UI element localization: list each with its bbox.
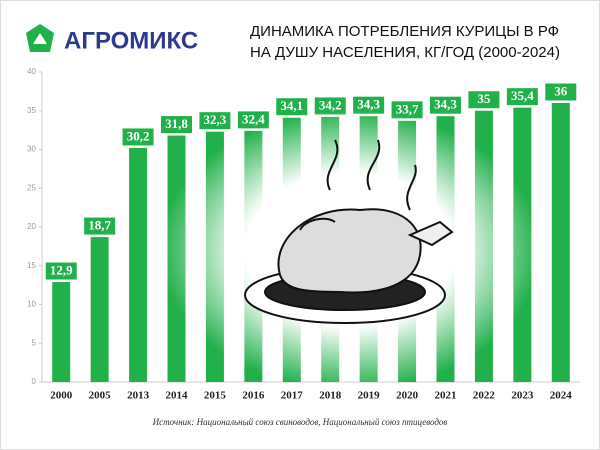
value-label: 35,4 xyxy=(511,88,534,103)
value-label: 34,3 xyxy=(357,97,380,112)
x-tick-label: 2013 xyxy=(127,390,150,402)
x-tick-label: 2017 xyxy=(281,390,304,402)
value-label-box xyxy=(236,110,270,130)
chart-title: ДИНАМИКА ПОТРЕБЛЕНИЯ КУРИЦЫ В РФ xyxy=(250,23,559,40)
value-label: 33,7 xyxy=(396,101,419,116)
bar xyxy=(129,147,148,382)
value-label-box xyxy=(198,111,232,131)
x-tick-label: 2023 xyxy=(511,390,534,402)
value-label-box xyxy=(544,82,578,102)
value-label: 34,1 xyxy=(280,98,303,113)
value-label: 18,7 xyxy=(88,218,111,233)
y-tick-label: 15 xyxy=(27,261,36,270)
y-tick-label: 10 xyxy=(27,300,36,309)
y-tick-label: 0 xyxy=(32,377,37,386)
y-tick-label: 30 xyxy=(27,145,36,154)
value-label: 12,9 xyxy=(50,263,73,278)
logo xyxy=(26,24,54,52)
x-tick-label: 2015 xyxy=(204,390,227,402)
y-tick-label: 20 xyxy=(27,222,36,231)
bar xyxy=(52,282,71,382)
x-tick-label: 2020 xyxy=(396,390,419,402)
y-tick-label: 25 xyxy=(27,183,36,192)
value-label: 32,4 xyxy=(242,111,265,126)
x-tick-label: 2014 xyxy=(166,390,189,402)
x-tick-label: 2022 xyxy=(473,390,496,402)
x-tick-label: 2016 xyxy=(242,390,265,402)
x-tick-label: 2005 xyxy=(89,390,112,402)
value-label-box xyxy=(429,95,462,115)
x-tick-label: 2021 xyxy=(435,390,457,402)
x-tick-label: 2018 xyxy=(319,390,342,402)
y-tick-label: 40 xyxy=(27,67,36,76)
value-label: 34,2 xyxy=(319,97,342,112)
x-tick-label: 2024 xyxy=(550,390,573,402)
value-label-box xyxy=(83,216,117,236)
y-tick-label: 35 xyxy=(27,106,36,115)
bar xyxy=(551,103,570,382)
brand: АГРОМИКС xyxy=(64,27,198,54)
value-label-box xyxy=(467,90,501,110)
source-note: Источник: Национальный союз свиноводов, … xyxy=(152,417,448,427)
value-label: 30,2 xyxy=(127,128,150,143)
value-label: 34,3 xyxy=(434,97,457,112)
value-label-box xyxy=(44,261,78,281)
x-tick-label: 2000 xyxy=(50,390,73,402)
value-label: 35 xyxy=(477,91,491,106)
chart-title: НА ДУШУ НАСЕЛЕНИЯ, КГ/ГОД (2000-2024) xyxy=(250,44,560,61)
bar xyxy=(90,237,109,382)
value-label-box xyxy=(121,127,155,147)
value-label: 32,3 xyxy=(204,112,227,127)
value-label-box xyxy=(160,115,193,135)
value-label: 36 xyxy=(554,83,568,98)
value-label-box xyxy=(275,97,309,117)
value-label-box xyxy=(505,87,539,107)
x-tick-label: 2019 xyxy=(358,390,381,402)
value-label: 31,8 xyxy=(165,116,188,131)
chicken-illustration xyxy=(244,139,454,324)
y-tick-label: 5 xyxy=(32,338,37,347)
